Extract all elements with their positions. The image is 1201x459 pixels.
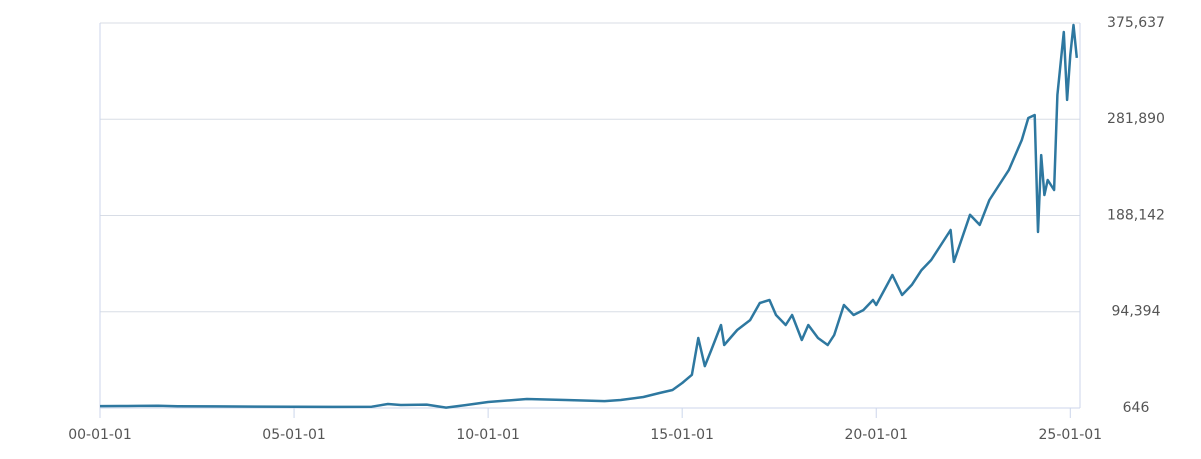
y-tick-label: 94,394: [1112, 304, 1161, 320]
x-tick-label: 25-01-01: [1039, 427, 1103, 443]
price-line: [99, 23, 1079, 409]
x-tick-label: 15-01-01: [650, 427, 714, 443]
y-tick-label: 646: [1123, 400, 1150, 416]
x-tick-label: 10-01-01: [456, 427, 520, 443]
y-tick-label: 281,890: [1107, 111, 1165, 127]
x-tick-label: 05-01-01: [262, 427, 326, 443]
x-tick-label: 20-01-01: [844, 427, 908, 443]
y-tick-label: 188,142: [1107, 207, 1165, 223]
x-tick-label: 00-01-01: [68, 427, 132, 443]
y-tick-label: 375,637: [1107, 15, 1165, 31]
